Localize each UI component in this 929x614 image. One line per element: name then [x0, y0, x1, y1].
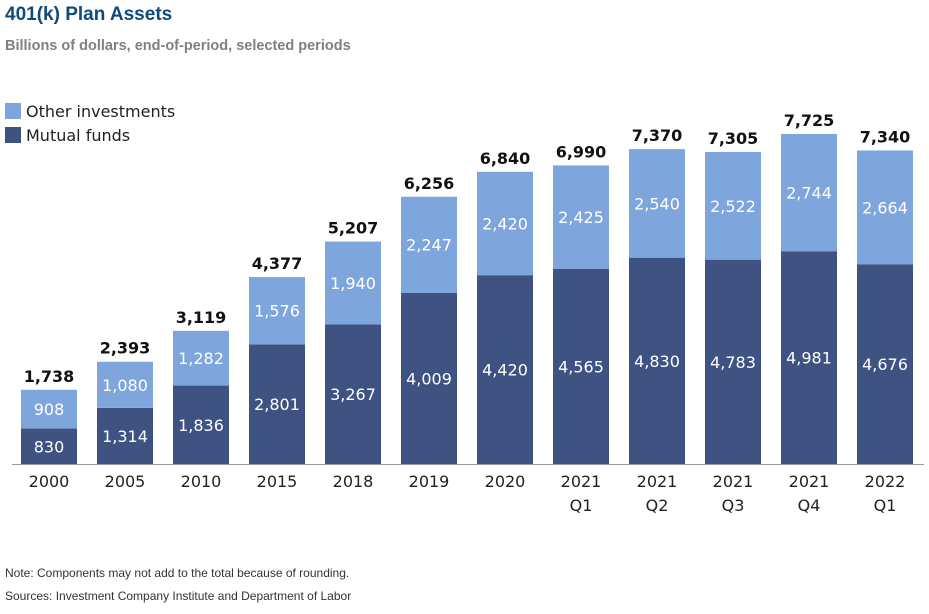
data-label-mutual-funds: 1,836: [178, 416, 224, 435]
data-label-total: 7,305: [708, 129, 759, 148]
data-label-other-investments: 2,664: [862, 198, 908, 217]
data-label-other-investments: 2,425: [558, 208, 604, 227]
bar-mutual-funds: [21, 428, 77, 464]
bar-mutual-funds: [173, 385, 229, 464]
bar-mutual-funds: [553, 268, 609, 464]
bar-other-investments: [781, 134, 837, 252]
bar-other-investments: [629, 149, 685, 258]
data-label-total: 6,990: [556, 142, 607, 161]
data-label-mutual-funds: 4,420: [482, 361, 528, 380]
data-label-total: 7,340: [860, 127, 911, 146]
x-tick-label: 2019: [409, 472, 450, 491]
x-tick-label: 2005: [105, 472, 146, 491]
x-tick-label: Q2: [646, 496, 669, 515]
data-label-total: 6,256: [404, 174, 455, 193]
data-label-total: 2,393: [100, 339, 151, 358]
bar-other-investments: [857, 150, 913, 265]
data-label-total: 7,370: [632, 126, 683, 145]
bar-mutual-funds: [249, 344, 305, 464]
data-label-other-investments: 1,282: [178, 349, 224, 368]
data-label-other-investments: 1,940: [330, 274, 376, 293]
data-label-other-investments: 1,080: [102, 376, 148, 395]
bar-mutual-funds: [705, 259, 761, 464]
bar-other-investments: [553, 165, 609, 269]
data-label-other-investments: 2,540: [634, 194, 680, 213]
stacked-bar-chart: 830 908 1,738 2000 1,314 1,080 2,393 2005 1,836 1…: [12, 111, 924, 515]
data-label-total: 6,840: [480, 149, 531, 168]
chart-subtitle: Billions of dollars, end-of-period, sele…: [5, 38, 351, 54]
bar-mutual-funds: [477, 275, 533, 464]
x-tick-label: 2021: [561, 472, 602, 491]
data-label-mutual-funds: 4,830: [634, 352, 680, 371]
data-label-total: 5,207: [328, 219, 379, 238]
x-tick-label: Q3: [722, 496, 745, 515]
data-label-total: 7,725: [784, 111, 835, 130]
data-label-other-investments: 2,522: [710, 197, 756, 216]
data-label-other-investments: 2,420: [482, 214, 528, 233]
x-tick-label: 2021: [789, 472, 830, 491]
data-label-mutual-funds: 3,267: [330, 385, 376, 404]
bar-other-investments: [477, 171, 533, 276]
data-label-other-investments: 1,576: [254, 302, 300, 321]
data-label-mutual-funds: 4,676: [862, 355, 908, 374]
x-tick-label: 2021: [713, 472, 754, 491]
legend-swatch-other: [5, 103, 21, 119]
chart-title: 401(k) Plan Assets: [5, 4, 173, 25]
bar-other-investments: [21, 389, 77, 429]
bar-other-investments: [705, 151, 761, 260]
data-label-other-investments: 2,247: [406, 236, 452, 255]
chart-note: Note: Components may not add to the tota…: [5, 566, 350, 580]
chart-sources: Sources: Investment Company Institute an…: [5, 589, 352, 603]
bar-other-investments: [249, 277, 305, 345]
legend-item-other: Other investments: [5, 99, 175, 123]
data-label-other-investments: 908: [34, 400, 65, 419]
data-label-total: 1,738: [24, 367, 75, 386]
legend-label-other: Other investments: [26, 101, 176, 121]
x-tick-label: 2020: [485, 472, 526, 491]
bar-other-investments: [325, 241, 381, 325]
bar-mutual-funds: [325, 324, 381, 464]
x-tick-label: 2021: [637, 472, 678, 491]
bar-other-investments: [401, 196, 457, 293]
data-label-mutual-funds: 1,314: [102, 427, 148, 446]
x-tick-label: 2015: [257, 472, 298, 491]
data-label-mutual-funds: 830: [34, 437, 65, 456]
bar-mutual-funds: [857, 264, 913, 464]
data-label-mutual-funds: 4,565: [558, 357, 604, 376]
x-tick-label: Q4: [798, 496, 821, 515]
bar-mutual-funds: [401, 292, 457, 464]
x-tick-label: 2000: [29, 472, 70, 491]
x-tick-label: 2010: [181, 472, 222, 491]
data-label-mutual-funds: 2,801: [254, 395, 300, 414]
data-label-other-investments: 2,744: [786, 184, 832, 203]
bar-other-investments: [97, 361, 153, 408]
legend-item-mutual: Mutual funds: [5, 123, 175, 147]
legend-label-mutual: Mutual funds: [26, 125, 131, 145]
x-tick-label: 2022: [865, 472, 906, 491]
x-tick-label: 2018: [333, 472, 374, 491]
data-label-mutual-funds: 4,783: [710, 353, 756, 372]
data-label-total: 3,119: [176, 308, 227, 327]
x-tick-label: Q1: [874, 496, 897, 515]
chart-legend: Other investments Mutual funds: [5, 99, 175, 147]
data-label-total: 4,377: [252, 254, 303, 273]
legend-swatch-mutual: [5, 127, 21, 143]
x-tick-label: Q1: [570, 496, 593, 515]
bar-mutual-funds: [629, 257, 685, 464]
bar-other-investments: [173, 330, 229, 386]
data-label-mutual-funds: 4,981: [786, 349, 832, 368]
data-label-mutual-funds: 4,009: [406, 369, 452, 388]
bar-mutual-funds: [781, 251, 837, 464]
bar-mutual-funds: [97, 407, 153, 464]
